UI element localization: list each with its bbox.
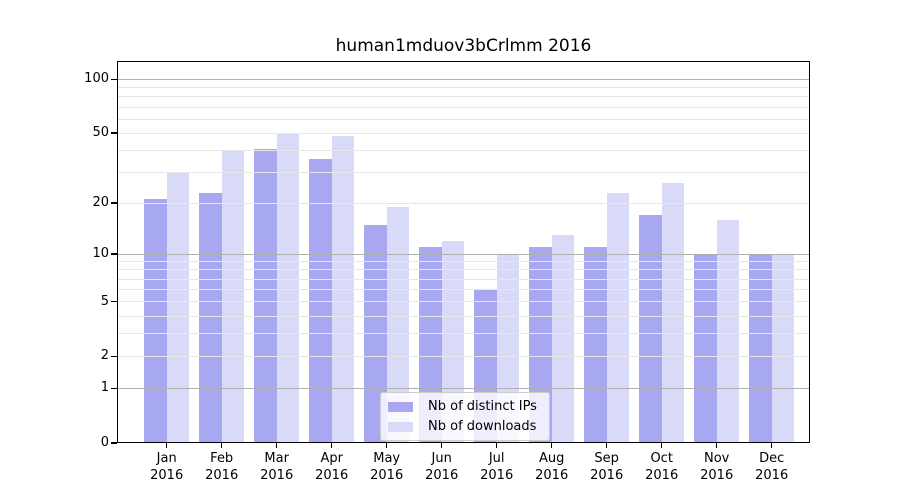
bar-distinct-ips-oct	[639, 215, 662, 443]
x-tick-month: Jun	[431, 451, 452, 466]
x-tick-year: 2016	[150, 468, 184, 483]
x-tick-year: 2016	[755, 468, 789, 483]
bar-downloads-jan	[166, 172, 189, 443]
bar-distinct-ips-feb	[199, 192, 222, 443]
x-tick-mark-jun	[441, 443, 443, 448]
x-tick-year: 2016	[480, 468, 514, 483]
x-tick-label-may: May 2016	[357, 450, 417, 484]
legend-label-distinct-ips: Nb of distinct IPs	[428, 399, 537, 414]
x-tick-label-jun: Jun 2016	[412, 450, 472, 484]
bar-downloads-sep	[606, 192, 629, 443]
x-tick-month: Jan	[156, 451, 177, 466]
x-tick-mark-feb	[221, 443, 223, 448]
bar-distinct-ips-apr	[309, 158, 332, 443]
bar-downloads-aug	[551, 235, 574, 443]
x-tick-label-mar: Mar 2016	[247, 450, 307, 484]
y-tick-mark-100	[111, 78, 117, 81]
y-tick-mark-1	[111, 387, 117, 390]
x-tick-mark-jan	[166, 443, 168, 448]
x-tick-month: Oct	[650, 451, 673, 466]
x-tick-month: Sep	[594, 451, 619, 466]
x-tick-label-oct: Oct 2016	[632, 450, 692, 484]
chart-title: human1mduov3bCrlmm 2016	[335, 36, 592, 56]
bar-distinct-ips-nov	[694, 254, 717, 443]
x-tick-mark-dec	[771, 443, 773, 448]
bar-downloads-may	[386, 206, 409, 443]
legend: Nb of distinct IPs Nb of downloads	[380, 392, 550, 441]
y-tick-label-1: 1	[100, 380, 109, 396]
y-tick-mark-5	[111, 301, 117, 303]
bar-downloads-nov	[716, 219, 739, 443]
x-tick-mark-apr	[331, 443, 333, 448]
x-tick-year: 2016	[370, 468, 404, 483]
bar-downloads-apr	[331, 136, 354, 443]
y-tick-label-50: 50	[92, 125, 109, 141]
x-tick-label-apr: Apr 2016	[302, 450, 362, 484]
x-tick-label-dec: Dec 2016	[742, 450, 802, 484]
y-tick-label-2: 2	[100, 348, 109, 364]
legend-swatch-downloads-icon	[388, 421, 413, 432]
x-tick-mark-nov	[716, 443, 718, 448]
x-tick-mark-aug	[551, 443, 553, 448]
x-tick-label-sep: Sep 2016	[577, 450, 637, 484]
x-tick-mark-jul	[496, 443, 498, 448]
bar-distinct-ips-sep	[584, 247, 607, 443]
x-tick-mark-sep	[606, 443, 608, 448]
bar-distinct-ips-dec	[749, 254, 772, 443]
x-tick-year: 2016	[645, 468, 679, 483]
x-tick-month: Feb	[210, 451, 234, 466]
x-tick-month: Nov	[704, 451, 730, 466]
x-tick-label-jan: Jan 2016	[137, 450, 197, 484]
x-tick-year: 2016	[535, 468, 569, 483]
x-tick-label-jul: Jul 2016	[467, 450, 527, 484]
x-tick-month: May	[373, 451, 401, 466]
bar-downloads-dec	[771, 254, 794, 443]
bar-downloads-feb	[221, 150, 244, 443]
bar-downloads-oct	[661, 183, 684, 443]
plot-area: Nb of distinct IPs Nb of downloads	[117, 61, 810, 443]
y-tick-mark-2	[111, 355, 117, 358]
y-tick-label-100: 100	[84, 71, 109, 87]
legend-item-distinct-ips: Nb of distinct IPs	[388, 399, 537, 414]
y-tick-label-20: 20	[92, 195, 109, 211]
x-tick-label-aug: Aug 2016	[522, 450, 582, 484]
x-tick-mark-may	[386, 443, 388, 448]
y-tick-label-5: 5	[100, 293, 109, 309]
x-tick-year: 2016	[700, 468, 734, 483]
y-tick-mark-50	[111, 132, 117, 134]
x-tick-year: 2016	[260, 468, 294, 483]
y-tick-mark-20	[111, 202, 117, 204]
bars-layer	[117, 61, 810, 443]
x-tick-label-feb: Feb 2016	[192, 450, 252, 484]
x-tick-mark-oct	[661, 443, 663, 448]
x-tick-month: Dec	[759, 451, 785, 466]
bar-distinct-ips-mar	[254, 148, 277, 443]
x-tick-year: 2016	[205, 468, 239, 483]
x-tick-month: Aug	[538, 451, 565, 466]
y-tick-mark-10	[111, 253, 117, 255]
x-tick-label-nov: Nov 2016	[687, 450, 747, 484]
bar-downloads-mar	[276, 133, 299, 443]
legend-label-downloads: Nb of downloads	[428, 419, 537, 434]
x-tick-month: Mar	[264, 451, 289, 466]
y-tick-label-0: 0	[100, 435, 109, 450]
x-tick-month: Apr	[320, 451, 343, 466]
x-tick-mark-mar	[276, 443, 278, 448]
x-tick-year: 2016	[590, 468, 624, 483]
legend-item-downloads: Nb of downloads	[388, 419, 537, 434]
x-tick-month: Jul	[488, 451, 505, 466]
y-tick-mark-0	[111, 442, 117, 444]
x-tick-year: 2016	[315, 468, 349, 483]
bar-distinct-ips-jan	[144, 199, 167, 443]
x-tick-year: 2016	[425, 468, 459, 483]
legend-swatch-distinct-ips-icon	[388, 401, 413, 412]
y-tick-label-10: 10	[92, 246, 109, 262]
